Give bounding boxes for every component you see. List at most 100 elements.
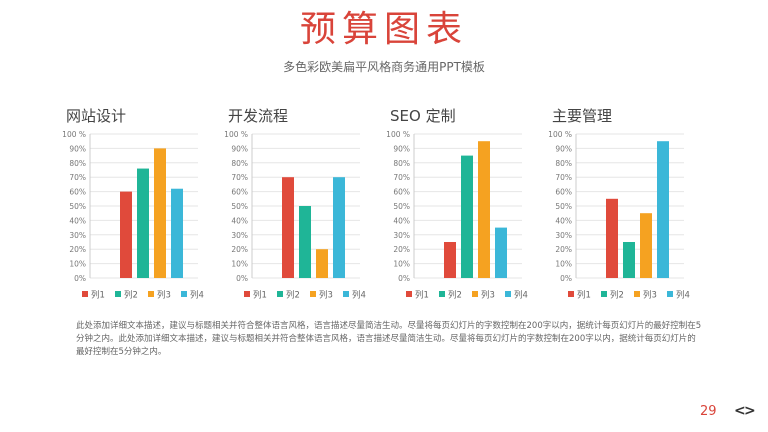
bar-列2 <box>623 242 635 278</box>
y-tick-label: 40% <box>69 216 86 225</box>
chart-title-4: 主要管理 <box>552 107 613 125</box>
legend-label: 列1 <box>253 290 267 301</box>
bar-列2 <box>137 168 149 278</box>
legend-swatch <box>568 291 574 297</box>
chart-title-3: SEO 定制 <box>390 107 456 125</box>
y-tick-label: 90% <box>231 144 248 153</box>
y-tick-label: 0% <box>236 274 248 283</box>
y-tick-label: 50% <box>231 202 248 211</box>
legend-swatch <box>505 291 511 297</box>
y-tick-label: 0% <box>560 274 572 283</box>
chart-title-2: 开发流程 <box>228 107 289 125</box>
bar-列3 <box>154 148 166 278</box>
page-number: 29 <box>700 404 717 419</box>
y-tick-label: 30% <box>69 231 86 240</box>
y-tick-label: 100 % <box>386 130 410 139</box>
y-tick-label: 30% <box>231 231 248 240</box>
legend-label: 列1 <box>415 290 429 301</box>
legend-swatch <box>406 291 412 297</box>
bar-列3 <box>640 213 652 278</box>
y-tick-label: 100 % <box>224 130 248 139</box>
y-tick-label: 80% <box>231 159 248 168</box>
y-tick-label: 100 % <box>62 130 86 139</box>
y-tick-label: 100 % <box>548 130 572 139</box>
y-tick-label: 60% <box>231 188 248 197</box>
legend-label: 列3 <box>157 290 171 301</box>
y-tick-label: 70% <box>69 173 86 182</box>
bar-列4 <box>495 227 507 278</box>
bar-列2 <box>461 155 473 278</box>
y-tick-label: 0% <box>74 274 86 283</box>
y-tick-label: 90% <box>393 144 410 153</box>
y-tick-label: 40% <box>555 216 572 225</box>
legend-label: 列3 <box>643 290 657 301</box>
legend-label: 列4 <box>190 290 204 301</box>
legend-label: 列1 <box>91 290 105 301</box>
legend-label: 列4 <box>514 290 528 301</box>
y-tick-label: 80% <box>393 159 410 168</box>
legend-label: 列4 <box>676 290 690 301</box>
chart-title-1: 网站设计 <box>66 107 127 125</box>
legend-swatch <box>277 291 283 297</box>
legend-swatch <box>439 291 445 297</box>
chevron-left-icon[interactable]: < <box>734 403 746 419</box>
bar-列1 <box>282 177 294 278</box>
y-tick-label: 10% <box>69 260 86 269</box>
legend-label: 列2 <box>124 290 138 301</box>
y-tick-label: 10% <box>393 260 410 269</box>
legend-label: 列2 <box>610 290 624 301</box>
bar-列1 <box>444 242 456 278</box>
bar-列4 <box>171 188 183 278</box>
y-tick-label: 30% <box>393 231 410 240</box>
legend-label: 列3 <box>481 290 495 301</box>
y-tick-label: 60% <box>393 188 410 197</box>
legend-swatch <box>472 291 478 297</box>
y-tick-label: 40% <box>231 216 248 225</box>
y-tick-label: 80% <box>555 159 572 168</box>
y-tick-label: 20% <box>393 245 410 254</box>
y-tick-label: 20% <box>231 245 248 254</box>
bar-列4 <box>657 141 669 278</box>
legend-swatch <box>115 291 121 297</box>
y-tick-label: 80% <box>69 159 86 168</box>
y-tick-label: 50% <box>393 202 410 211</box>
page-subtitle: 多色彩欧美扁平风格商务通用PPT模板 <box>283 60 485 74</box>
bar-列2 <box>299 206 311 278</box>
bar-列1 <box>606 198 618 278</box>
legend-swatch <box>244 291 250 297</box>
page-title: 预算图表 <box>299 9 468 50</box>
y-tick-label: 20% <box>555 245 572 254</box>
y-tick-label: 60% <box>555 188 572 197</box>
y-tick-label: 50% <box>555 202 572 211</box>
legend-swatch <box>181 291 187 297</box>
y-tick-label: 70% <box>393 173 410 182</box>
legend-swatch <box>601 291 607 297</box>
y-tick-label: 70% <box>231 173 248 182</box>
legend-label: 列4 <box>352 290 366 301</box>
legend-swatch <box>634 291 640 297</box>
legend-label: 列3 <box>319 290 333 301</box>
y-tick-label: 10% <box>231 260 248 269</box>
y-tick-label: 40% <box>393 216 410 225</box>
y-tick-label: 50% <box>69 202 86 211</box>
legend-swatch <box>667 291 673 297</box>
legend-label: 列2 <box>448 290 462 301</box>
y-tick-label: 30% <box>555 231 572 240</box>
y-tick-label: 90% <box>69 144 86 153</box>
legend-swatch <box>310 291 316 297</box>
legend-label: 列2 <box>286 290 300 301</box>
y-tick-label: 90% <box>555 144 572 153</box>
description-text: 此处添加详细文本描述，建议与标题相关并符合整体语言风格，语言描述尽量简洁生动。尽… <box>76 321 702 357</box>
bar-列3 <box>478 141 490 278</box>
bar-列4 <box>333 177 345 278</box>
bar-列3 <box>316 249 328 278</box>
y-tick-label: 20% <box>69 245 86 254</box>
legend-swatch <box>343 291 349 297</box>
legend-label: 列1 <box>577 290 591 301</box>
chevron-right-icon[interactable]: > <box>744 403 756 419</box>
y-tick-label: 70% <box>555 173 572 182</box>
y-tick-label: 10% <box>555 260 572 269</box>
y-tick-label: 0% <box>398 274 410 283</box>
